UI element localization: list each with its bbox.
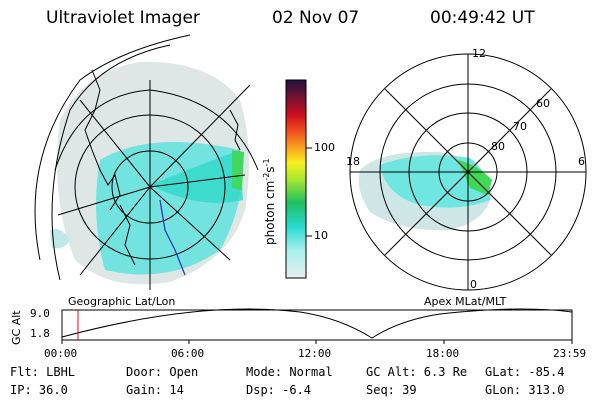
mode-info: Mode: Normal — [246, 365, 333, 379]
glat-info: GLat: -85.4 — [485, 365, 565, 379]
mlat-label-80: 80 — [491, 140, 505, 153]
bright-emission-patch — [150, 150, 243, 203]
altitude-xtick-1: 06:00 — [171, 347, 205, 360]
magnetic-polar-panel — [349, 53, 587, 291]
glon-info: GLon: 313.0 — [485, 383, 565, 397]
altitude-xtick-3: 18:00 — [426, 347, 460, 360]
seq-info: Seq: 39 — [366, 383, 417, 397]
mlt-label-12: 12 — [472, 47, 486, 60]
outer-emission-blob — [50, 228, 70, 249]
geographic-image-panel — [34, 34, 259, 290]
geographic-grid — [34, 34, 259, 290]
altitude-plot — [61, 308, 573, 344]
dsp-info: Dsp: -6.4 — [246, 383, 312, 397]
gain-info: Gain: 14 — [126, 383, 184, 397]
magnetic-panel-label: Apex MLat/MLT — [424, 295, 507, 308]
mlt-label-18: 18 — [346, 155, 360, 168]
colorbar-tick-label-10: 10 — [314, 229, 328, 242]
mlat-label-70: 70 — [513, 120, 527, 133]
altitude-plot-frame — [61, 309, 573, 341]
green-emission-patch — [232, 150, 244, 190]
colorbar-unit-label: photon cm-2s-1 — [262, 158, 277, 245]
time-label: 00:49:42 UT — [430, 8, 535, 28]
polar-grid — [349, 53, 587, 291]
altitude-xtick-4: 23:59 — [553, 347, 587, 360]
altitude-xtick-0: 00:00 — [44, 347, 78, 360]
altitude-ytick-min: 1.8 — [30, 327, 50, 340]
altitude-x-ticks — [61, 340, 573, 344]
altitude-ylabel: GC Alt — [10, 310, 23, 345]
date-label: 02 Nov 07 — [272, 8, 360, 28]
altitude-xtick-2: 12:00 — [298, 347, 332, 360]
green-emission-polar — [458, 160, 492, 195]
door-info: Door: Open — [126, 365, 199, 379]
mlt-label-0: 0 — [470, 278, 477, 291]
gc-alt-info: GC Alt: 6.3 Re — [366, 365, 468, 379]
mlat-label-60: 60 — [536, 97, 550, 110]
altitude-ytick-max: 9.0 — [30, 307, 50, 320]
instrument-title: Ultraviolet Imager — [46, 8, 200, 28]
filter-info: Flt: LBHL — [10, 365, 76, 379]
colorbar-gradient — [285, 79, 307, 279]
ip-info: IP: 36.0 — [10, 383, 68, 397]
colorbar-tick-label-100: 100 — [314, 141, 335, 154]
geographic-panel-label: Geographic Lat/Lon — [68, 295, 176, 308]
coastline — [84, 69, 241, 266]
mlt-label-6: 6 — [578, 155, 585, 168]
coastline-blue — [159, 199, 186, 276]
colorbar — [285, 79, 312, 279]
altitude-curve — [61, 308, 573, 339]
